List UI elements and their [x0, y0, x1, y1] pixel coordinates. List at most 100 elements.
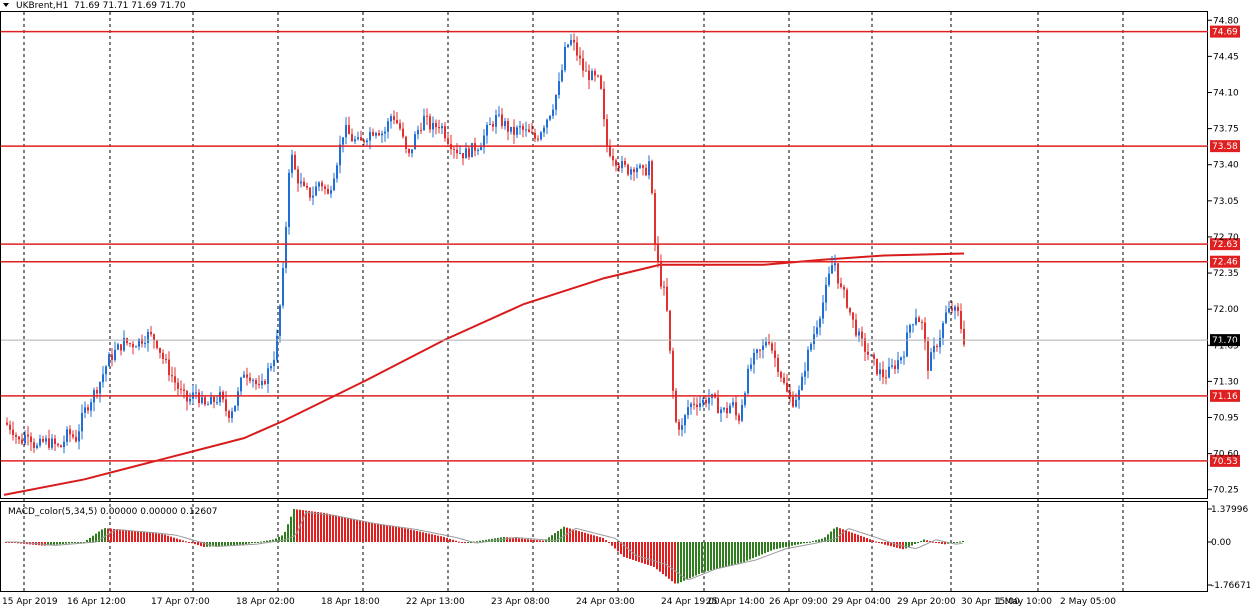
- macd-bar: [218, 542, 220, 547]
- candle-body: [930, 352, 932, 371]
- candle-body: [657, 243, 659, 262]
- candle-body: [606, 119, 608, 147]
- y-tick-label: 73.05: [1213, 197, 1239, 207]
- dropdown-triangle-icon[interactable]: [3, 3, 9, 7]
- macd-bar: [746, 542, 748, 561]
- candle-body: [678, 421, 680, 430]
- level-tag: [1210, 454, 1240, 467]
- candle-body: [672, 350, 674, 391]
- macd-bar: [176, 538, 178, 542]
- candle-body: [681, 425, 683, 430]
- candle-body: [828, 273, 830, 285]
- candle-body: [363, 140, 365, 143]
- candle-body: [801, 376, 803, 391]
- macd-bar: [695, 542, 697, 576]
- y-tick-label: 70.95: [1213, 414, 1239, 424]
- macd-bar: [434, 534, 436, 542]
- candle-body: [228, 411, 230, 419]
- macd-bar: [74, 542, 76, 543]
- macd-bar: [548, 537, 550, 542]
- macd-bar: [599, 537, 601, 542]
- candle-body: [495, 115, 497, 127]
- candle-body: [594, 71, 596, 76]
- macd-bar: [821, 538, 823, 542]
- candle-body: [585, 70, 587, 72]
- candle-body: [276, 335, 278, 360]
- candle-body: [297, 169, 299, 184]
- candle-body: [72, 434, 74, 437]
- candle-body: [336, 165, 338, 179]
- candle-body: [768, 341, 770, 344]
- level-tag: [1210, 389, 1240, 402]
- macd-bar: [371, 522, 373, 542]
- macd-bar: [326, 513, 328, 542]
- candle-body: [438, 127, 440, 129]
- macd-bar: [47, 542, 49, 546]
- candle-body: [612, 155, 614, 161]
- candle-body: [90, 402, 92, 411]
- y-tick-label: 74.10: [1213, 88, 1239, 98]
- level-tag-text: 71.16: [1212, 392, 1238, 402]
- candle-body: [579, 55, 581, 59]
- macd-bar: [71, 542, 73, 544]
- candle-body: [528, 129, 530, 133]
- macd-bar: [122, 529, 124, 542]
- macd-bar: [878, 542, 880, 543]
- candle-body: [327, 189, 329, 194]
- candle-body: [627, 164, 629, 175]
- candle-body: [330, 190, 332, 194]
- candle-body: [855, 319, 857, 336]
- candle-body: [279, 305, 281, 336]
- candle-body: [315, 186, 317, 196]
- macd-bar: [686, 542, 688, 580]
- macd-bar: [332, 514, 334, 542]
- macd-bar: [287, 524, 289, 542]
- candle-body: [897, 360, 899, 370]
- candle-body: [777, 358, 779, 373]
- macd-bar: [587, 533, 589, 542]
- candle-body: [231, 411, 233, 419]
- candle-body: [717, 397, 719, 414]
- x-tick-label: 24 Apr 19:00: [661, 597, 720, 607]
- candle-body: [477, 150, 479, 152]
- macd-bar: [428, 533, 430, 542]
- candle-body: [60, 445, 62, 448]
- macd-axis-label: -1.76671: [1211, 581, 1250, 591]
- candle-body: [216, 402, 218, 404]
- candle-body: [99, 382, 101, 394]
- y-tick-label: 70.60: [1213, 450, 1239, 460]
- macd-bar: [365, 522, 367, 542]
- candle-body: [945, 312, 947, 324]
- macd-bar: [341, 516, 343, 542]
- macd-label: MACD_color(5,34,5) 0.00000 0.00000 0.126…: [8, 507, 218, 517]
- macd-bar: [302, 510, 304, 542]
- candle-body: [24, 434, 26, 444]
- candle-body: [12, 429, 14, 435]
- macd-bar: [875, 541, 877, 543]
- candle-body: [915, 317, 917, 325]
- y-tick-label: 72.35: [1213, 269, 1239, 279]
- macd-bar: [827, 534, 829, 542]
- candle-body: [732, 402, 734, 406]
- candle-body: [426, 115, 428, 117]
- macd-bar: [842, 529, 844, 542]
- x-tick-label: 25 Apr 14:00: [706, 597, 765, 607]
- candle-body: [948, 308, 950, 313]
- macd-bar: [464, 542, 466, 544]
- macd-bar: [623, 542, 625, 557]
- candle-body: [666, 286, 668, 311]
- macd-bar: [773, 542, 775, 550]
- x-tick-label: 18 Apr 02:00: [236, 597, 295, 607]
- macd-bar: [755, 542, 757, 557]
- candle-body: [66, 429, 68, 442]
- macd-bar: [848, 531, 850, 542]
- price-axis: 74.80 74.45 74.10 73.75 73.40 73.05 72.70 72.35…: [1208, 16, 1239, 496]
- candle-body: [462, 153, 464, 159]
- moving-average-line: [3, 252, 965, 496]
- candle-body: [624, 161, 626, 165]
- macd-bar: [728, 542, 730, 566]
- macd-bar: [236, 542, 238, 545]
- macd-bar: [377, 523, 379, 542]
- candle-body: [543, 127, 545, 133]
- macd-bar: [437, 535, 439, 542]
